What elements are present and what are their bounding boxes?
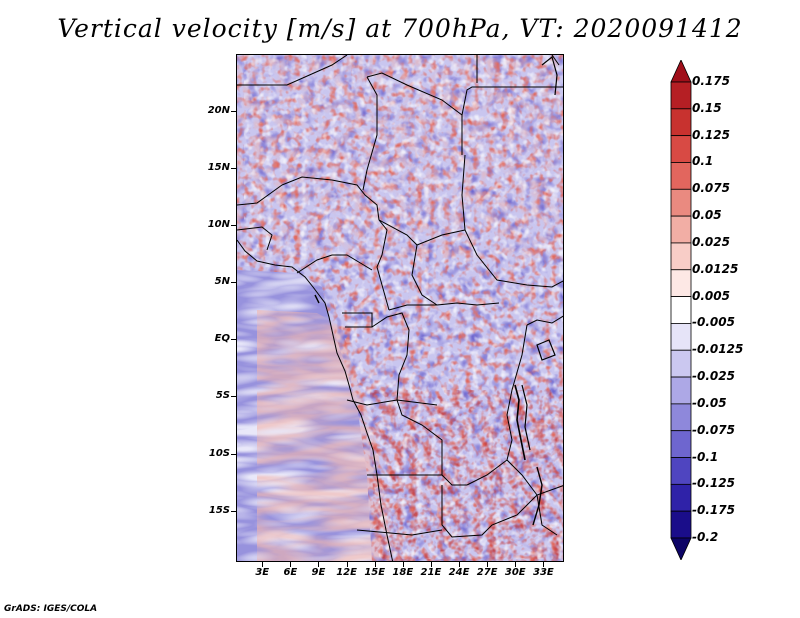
lon-tick-label: 6E [283,567,298,578]
colorbar-bin [670,323,692,351]
colorbar-level-label: -0.025 [692,369,735,384]
colorbar-level-label: 0.075 [692,181,730,196]
lon-tick-label: 18E [392,567,414,578]
colorbar-level-label: 0.0125 [692,261,739,276]
colorbar-bin [670,108,692,137]
colorbar-level-label: 0.025 [692,234,730,249]
lon-tick-label: 33E [533,567,554,578]
colorbar-level-label: 0.05 [692,208,722,223]
colorbar-bin [670,483,692,512]
colorbar-bin [670,376,692,405]
colorbar-bin [670,188,692,217]
lon-tick-mark [290,562,292,567]
lat-tick-mark [231,168,236,170]
colorbar-level-label: 0.175 [692,74,730,88]
lon-tick-label: 15E [364,567,386,578]
colorbar-bin [670,81,692,110]
colorbar-bin [670,269,692,297]
lat-tick-label: 5S [215,390,230,402]
colorbar-bin [670,242,692,271]
colorbar-bin [670,135,692,163]
grads-credit: GrADS: IGES/COLA [4,604,98,614]
lat-tick-mark [231,225,236,227]
lon-tick-mark [543,562,545,567]
colorbar-bin [670,215,692,244]
lat-tick-label: 10N [207,219,230,231]
lon-tick-mark [515,562,517,567]
colorbar-bin [670,296,692,324]
lat-tick-label: 10S [208,447,230,459]
lon-tick-label: 9E [311,567,326,578]
colorbar-level-label: -0.005 [692,315,735,330]
lat-tick-label: 15N [207,162,230,174]
lat-tick-label: 20N [207,105,230,117]
colorbar-level-label: -0.05 [692,395,727,410]
colorbar-level-label: 0.005 [692,288,730,303]
lat-tick-mark [231,282,236,284]
colorbar-level-label: -0.1 [692,449,719,464]
lon-tick-mark [346,562,348,567]
lon-tick-mark [374,562,376,567]
lat-tick-label: EQ [214,333,230,345]
colorbar-bin [670,510,692,539]
vertical-velocity-field [237,55,563,561]
lon-tick-label: 30E [504,567,526,578]
lat-tick-label: 15S [208,504,230,516]
colorbar-level-label: -0.0125 [692,342,744,357]
colorbar-level-label: 0.1 [692,154,714,169]
lon-tick-label: 21E [420,567,442,578]
colorbar-level-label: -0.075 [692,422,735,437]
lon-tick-label: 12E [336,567,357,578]
colorbar-bin [670,349,692,378]
colorbar-bin [670,162,692,190]
lon-tick-label: 24E [448,567,470,578]
colorbar [670,60,692,560]
lon-tick-mark [262,562,264,567]
lat-tick-label: 5N [214,276,230,288]
map-title: Vertical velocity [m/s] at 700hPa, VT: 2… [57,14,743,43]
lon-tick-mark [402,562,404,567]
colorbar-level-label: -0.175 [692,503,735,518]
lat-tick-mark [231,453,236,455]
lon-tick-mark [487,562,489,567]
colorbar-level-label: 0.15 [692,100,722,115]
lon-tick-mark [318,562,320,567]
lon-tick-label: 3E [255,567,270,578]
colorbar-level-label: -0.2 [692,530,719,544]
colorbar-bin [670,403,692,432]
colorbar-level-label: -0.125 [692,476,735,491]
colorbar-bottom-triangle [670,537,692,560]
colorbar-top-triangle [670,60,692,83]
lon-tick-label: 27E [476,567,498,578]
colorbar-bin [670,430,692,458]
colorbar-bin [670,457,692,485]
map-plot-area [236,54,564,562]
lon-tick-mark [430,562,432,567]
lat-tick-mark [231,510,236,512]
lat-tick-mark [231,339,236,341]
colorbar-level-label: 0.125 [692,127,730,142]
lon-tick-mark [459,562,461,567]
lat-tick-mark [231,111,236,113]
lat-tick-mark [231,396,236,398]
